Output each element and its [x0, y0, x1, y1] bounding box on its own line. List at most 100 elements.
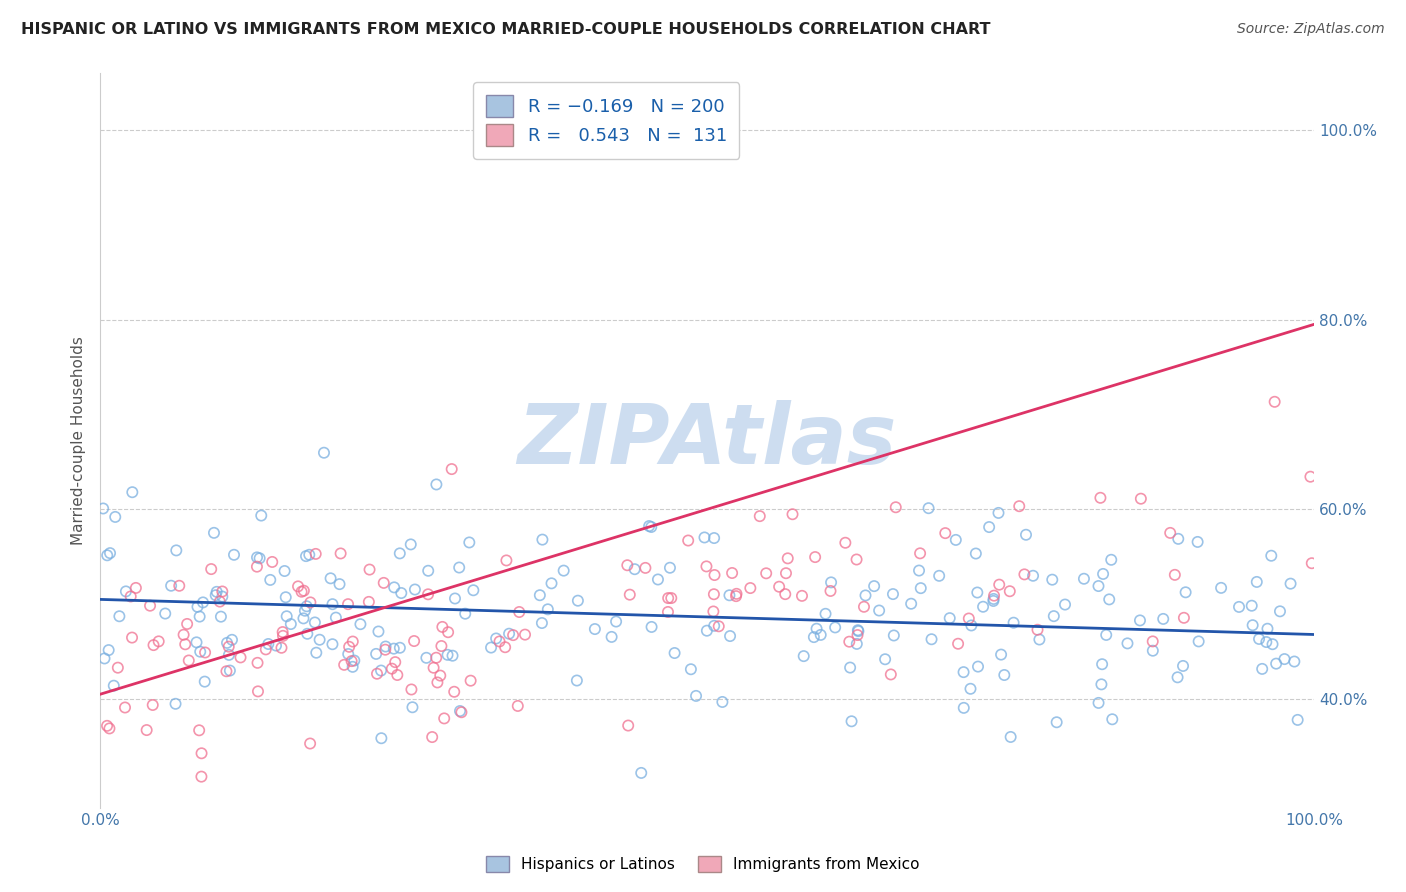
- Point: [287, 579, 309, 593]
- Point: [908, 546, 931, 560]
- Point: [450, 705, 472, 719]
- Point: [271, 629, 294, 643]
- Point: [990, 648, 1012, 662]
- Point: [444, 591, 467, 606]
- Point: [209, 609, 232, 624]
- Point: [1227, 599, 1250, 614]
- Point: [215, 636, 238, 650]
- Point: [420, 730, 443, 744]
- Point: [430, 639, 453, 653]
- Point: [299, 595, 322, 609]
- Point: [702, 605, 724, 619]
- Point: [250, 508, 273, 523]
- Point: [221, 632, 243, 647]
- Point: [160, 579, 183, 593]
- Point: [142, 698, 165, 712]
- Point: [540, 576, 562, 591]
- Point: [290, 584, 312, 599]
- Point: [485, 632, 508, 646]
- Point: [449, 704, 471, 718]
- Point: [292, 611, 315, 625]
- Point: [880, 667, 903, 681]
- Point: [966, 585, 988, 599]
- Point: [373, 575, 395, 590]
- Point: [834, 535, 856, 549]
- Point: [1299, 469, 1322, 483]
- Point: [1256, 622, 1278, 636]
- Point: [374, 640, 396, 654]
- Point: [993, 668, 1015, 682]
- Point: [1073, 572, 1095, 586]
- Point: [839, 660, 862, 674]
- Point: [1087, 579, 1109, 593]
- Point: [246, 684, 269, 698]
- Point: [246, 656, 269, 670]
- Point: [1171, 659, 1194, 673]
- Point: [271, 625, 294, 640]
- Point: [884, 500, 907, 515]
- Point: [382, 580, 405, 594]
- Point: [1251, 662, 1274, 676]
- Point: [810, 628, 832, 642]
- Point: [863, 579, 886, 593]
- Point: [418, 564, 440, 578]
- Point: [257, 637, 280, 651]
- Point: [342, 634, 364, 648]
- Point: [1090, 491, 1112, 505]
- Point: [1279, 576, 1302, 591]
- Point: [820, 584, 842, 599]
- Point: [506, 698, 529, 713]
- Point: [1241, 618, 1264, 632]
- Point: [748, 509, 770, 524]
- Point: [104, 510, 127, 524]
- Point: [97, 643, 120, 657]
- Point: [647, 573, 669, 587]
- Text: Source: ZipAtlas.com: Source: ZipAtlas.com: [1237, 22, 1385, 37]
- Point: [790, 589, 813, 603]
- Point: [432, 620, 454, 634]
- Point: [910, 581, 932, 595]
- Point: [838, 634, 860, 648]
- Point: [1040, 573, 1063, 587]
- Point: [820, 575, 842, 590]
- Point: [388, 546, 411, 560]
- Point: [1129, 614, 1152, 628]
- Point: [218, 648, 240, 662]
- Point: [329, 546, 352, 560]
- Point: [1164, 567, 1187, 582]
- Point: [174, 637, 197, 651]
- Point: [312, 446, 335, 460]
- Point: [321, 637, 343, 651]
- Point: [194, 674, 217, 689]
- Point: [270, 640, 292, 655]
- Point: [658, 560, 681, 574]
- Point: [640, 620, 662, 634]
- Point: [567, 593, 589, 607]
- Point: [1240, 599, 1263, 613]
- Point: [165, 543, 187, 558]
- Point: [695, 559, 717, 574]
- Point: [142, 638, 165, 652]
- Point: [1274, 652, 1296, 666]
- Point: [529, 588, 551, 602]
- Point: [366, 647, 388, 661]
- Point: [1014, 567, 1036, 582]
- Point: [186, 599, 208, 614]
- Point: [1286, 713, 1309, 727]
- Point: [337, 640, 360, 654]
- Point: [983, 594, 1005, 608]
- Point: [852, 599, 875, 614]
- Point: [703, 568, 725, 582]
- Point: [155, 607, 177, 621]
- Point: [846, 628, 869, 642]
- Point: [502, 628, 524, 642]
- Point: [952, 665, 974, 680]
- Point: [204, 588, 226, 602]
- Point: [304, 615, 326, 630]
- Point: [498, 626, 520, 640]
- Point: [845, 637, 868, 651]
- Point: [908, 564, 931, 578]
- Point: [806, 622, 828, 636]
- Point: [814, 607, 837, 621]
- Point: [868, 603, 890, 617]
